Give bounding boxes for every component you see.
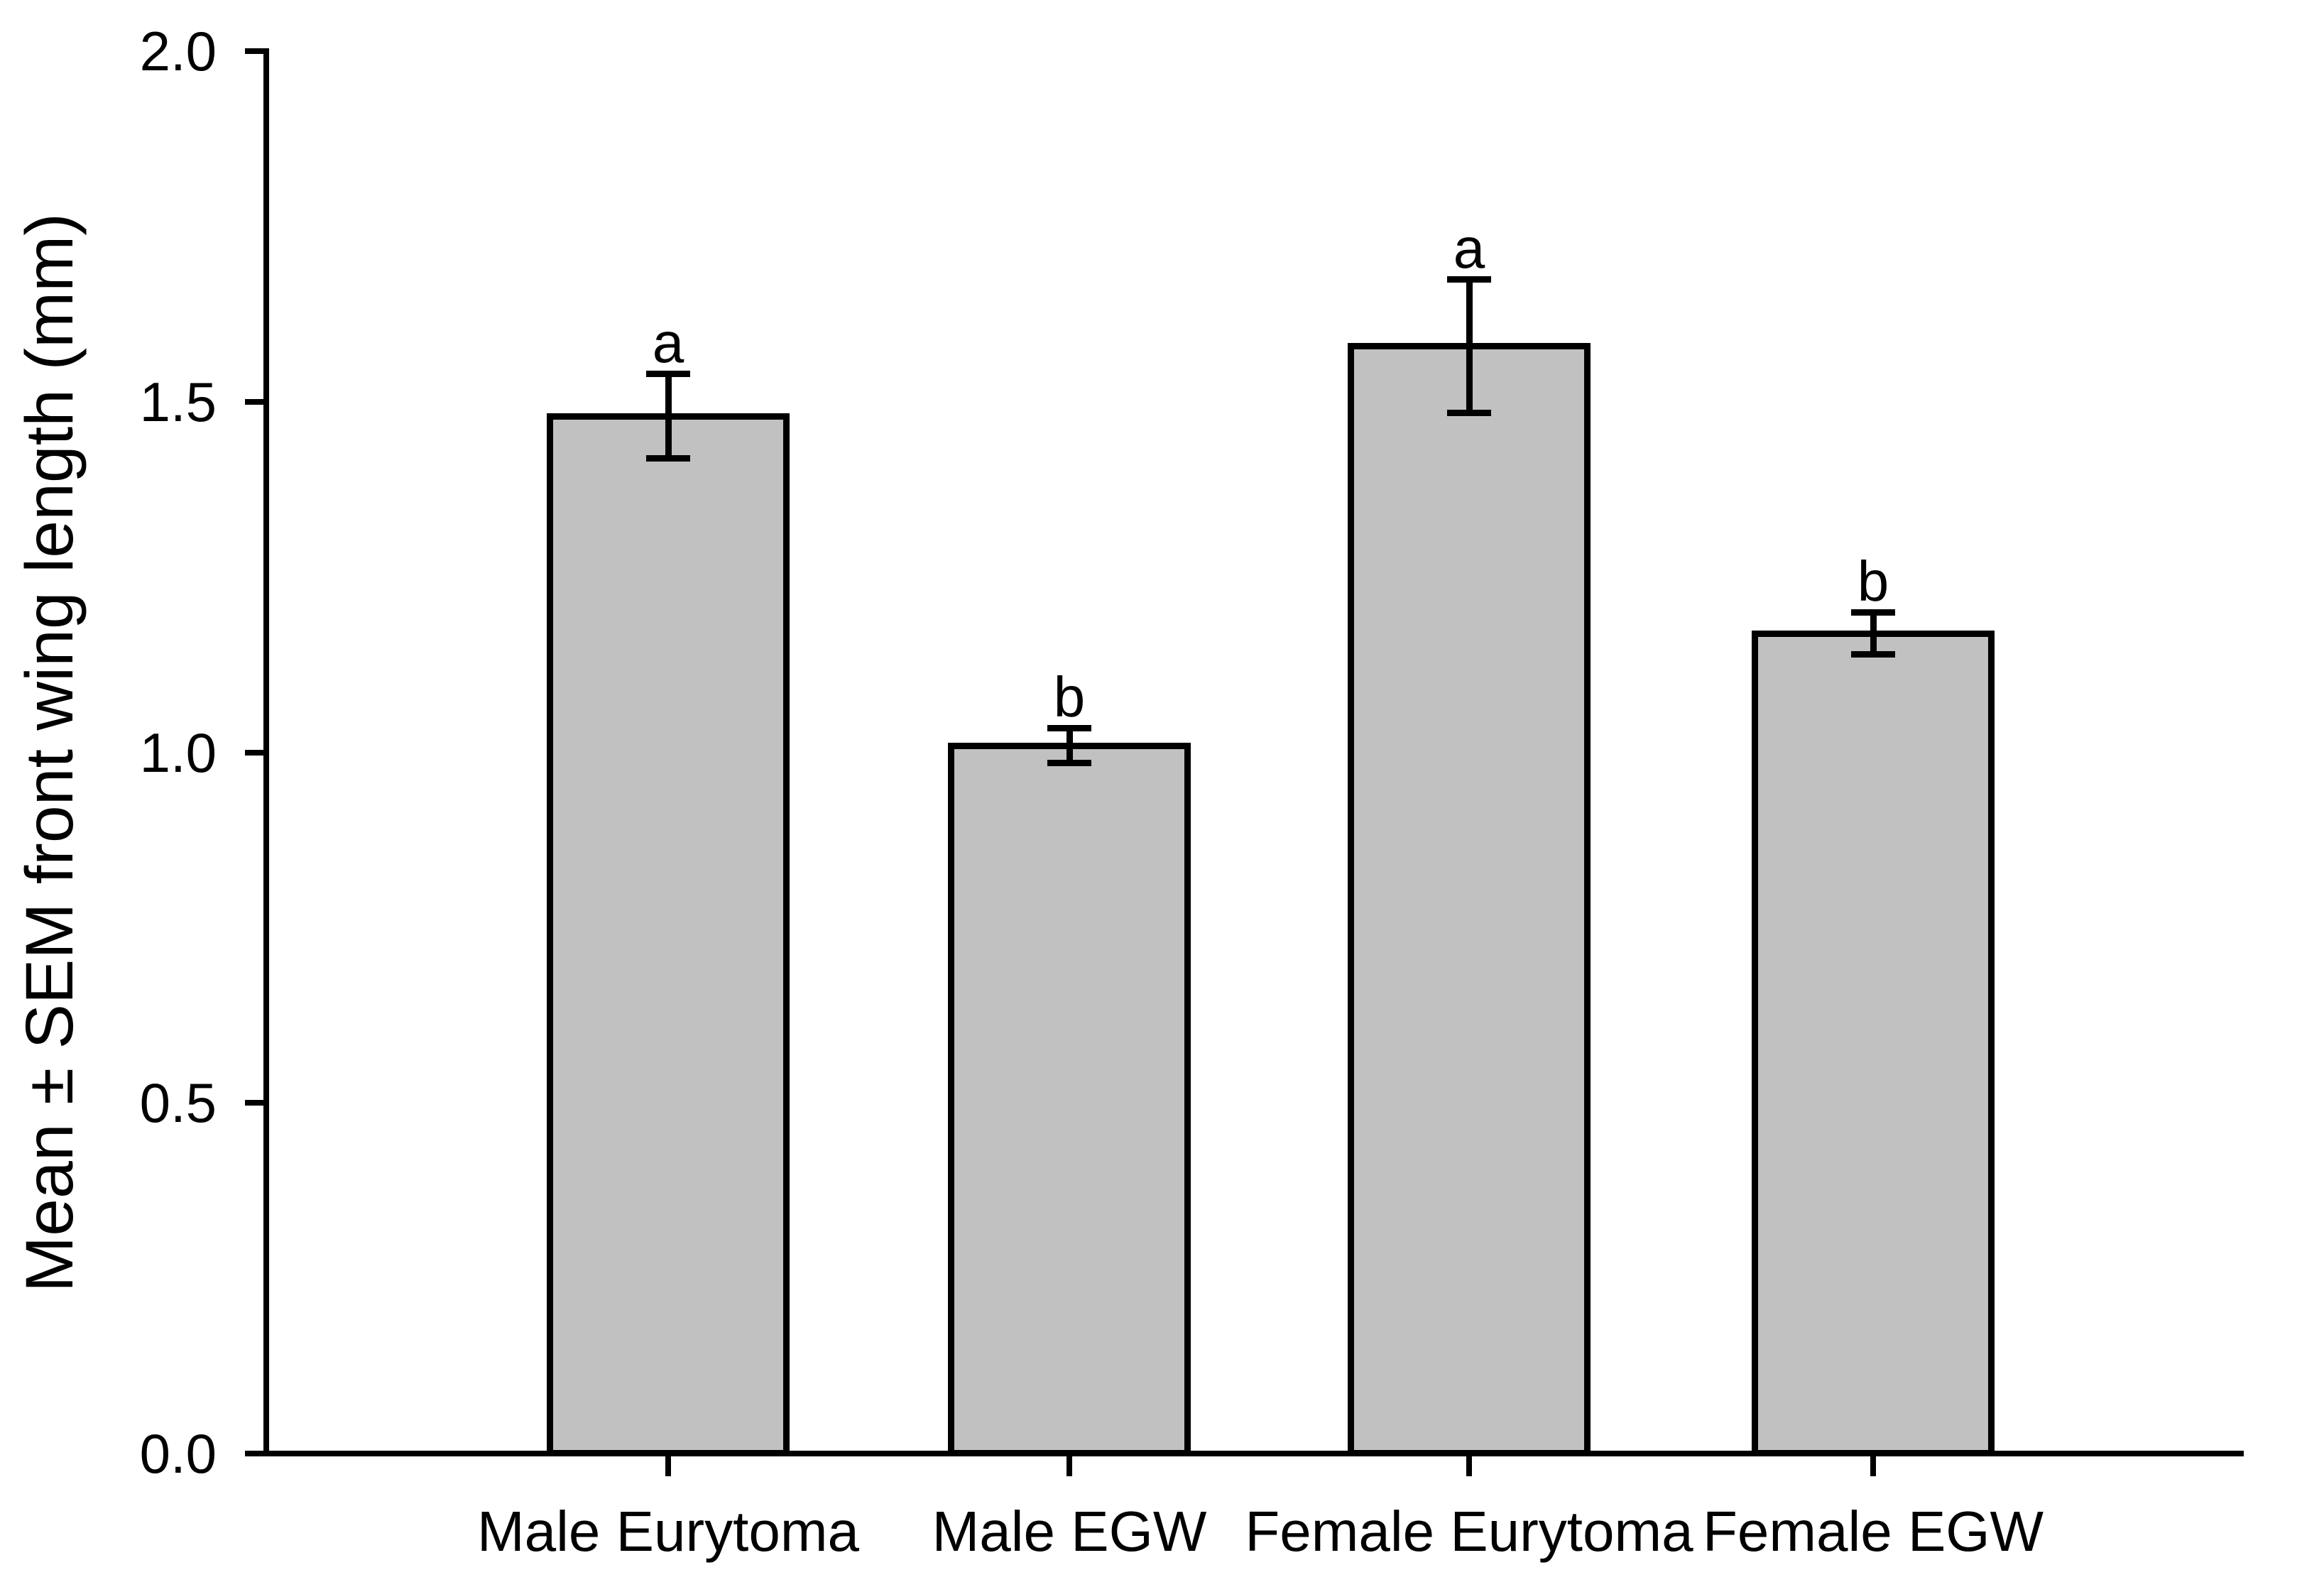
y-tick-label: 0.5 <box>139 1072 217 1135</box>
x-tick-label: Male EGW <box>932 1500 1207 1563</box>
y-tick <box>245 398 266 405</box>
bar <box>948 742 1191 1456</box>
error-bar <box>1066 727 1073 763</box>
significance-letter: b <box>1053 665 1086 729</box>
error-cap-bottom <box>1047 760 1091 767</box>
y-tick-label: 1.0 <box>139 721 217 784</box>
bar <box>1752 630 1995 1456</box>
significance-letter: a <box>652 311 684 375</box>
error-cap-bottom <box>646 454 690 462</box>
y-tick-label: 1.5 <box>139 370 217 433</box>
error-bar <box>1870 612 1877 655</box>
x-tick <box>1066 1456 1072 1476</box>
y-tick <box>245 749 266 756</box>
error-bar <box>665 374 672 458</box>
error-bar <box>1466 278 1473 413</box>
x-tick <box>1870 1456 1876 1476</box>
x-tick <box>1466 1456 1472 1476</box>
y-tick <box>245 1100 266 1106</box>
error-cap-bottom <box>1447 409 1491 416</box>
error-cap-top <box>646 371 690 378</box>
y-tick <box>245 48 266 54</box>
significance-letter: b <box>1857 550 1889 613</box>
y-tick-label: 2.0 <box>139 20 217 82</box>
x-tick-label: Male Eurytoma <box>477 1500 859 1563</box>
error-cap-bottom <box>1851 651 1895 658</box>
x-tick <box>665 1456 671 1476</box>
error-cap-top <box>1047 724 1091 731</box>
y-tick-label: 0.0 <box>139 1422 217 1485</box>
bar <box>547 413 790 1456</box>
x-axis-line <box>245 1451 2244 1456</box>
x-tick-label: Female Eurytoma <box>1245 1500 1693 1563</box>
error-cap-top <box>1447 276 1491 283</box>
y-tick <box>245 1451 266 1456</box>
significance-letter: a <box>1453 216 1485 280</box>
y-axis-line <box>263 48 269 1456</box>
bar <box>1348 342 1591 1456</box>
error-cap-top <box>1851 609 1895 616</box>
x-tick-label: Female EGW <box>1702 1500 2044 1563</box>
